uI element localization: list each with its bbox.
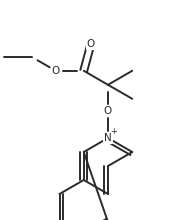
Text: N: N [104, 133, 112, 143]
Text: O: O [52, 66, 60, 76]
Text: +: + [111, 126, 117, 136]
Text: O: O [87, 39, 95, 49]
Text: O: O [104, 106, 112, 116]
